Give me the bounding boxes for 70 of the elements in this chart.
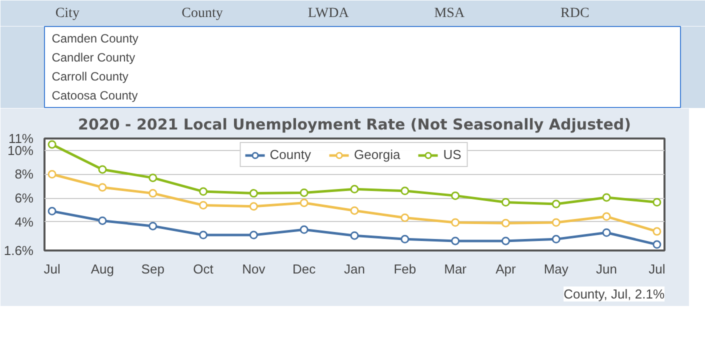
x-tick-label: Aug (90, 262, 114, 276)
point (98, 216, 107, 225)
point (451, 236, 460, 246)
point (199, 200, 208, 210)
point (350, 184, 359, 194)
point (501, 236, 510, 246)
text: Camden County (52, 32, 138, 46)
point (552, 200, 560, 208)
legend-label: US (443, 147, 462, 162)
point (602, 212, 611, 221)
point (199, 187, 208, 196)
y-tick-label: 4% (14, 214, 34, 230)
point (48, 140, 56, 149)
x-tick-label: Nov (242, 262, 266, 276)
point (249, 230, 258, 240)
point (552, 234, 560, 244)
point (451, 218, 460, 227)
point (652, 198, 662, 206)
point (652, 240, 662, 249)
x-tick-label: Sep (141, 262, 164, 276)
point (249, 202, 258, 211)
y-tick-label: 1.6% (4, 243, 34, 258)
x-tick-label: Jun (596, 262, 618, 276)
point (300, 198, 308, 208)
x-tick-label: Jul (648, 262, 666, 276)
y-tick-label: 6% (14, 190, 34, 206)
point (400, 213, 410, 222)
point (400, 186, 410, 196)
point (350, 206, 359, 215)
point (48, 170, 56, 178)
legend-label: County (270, 147, 311, 162)
point (98, 165, 107, 174)
x-tick-label: Oct (193, 262, 214, 276)
point (501, 218, 510, 228)
x-tick-label: Jan (344, 262, 365, 276)
y-tick-label: 8% (14, 166, 34, 182)
text: LWDA (308, 6, 350, 21)
point (652, 227, 662, 236)
x-tick-label: Mar (444, 262, 468, 276)
point (451, 191, 460, 200)
point (350, 231, 359, 240)
x-tick-label: Feb (394, 262, 416, 276)
x-tick-label: Dec (292, 262, 316, 276)
point (148, 222, 158, 230)
x-tick-label: Jul (44, 262, 60, 276)
text: MSA (434, 6, 466, 21)
legend-label: Georgia (354, 147, 400, 162)
point (199, 230, 208, 240)
text: RDC (560, 6, 590, 21)
text: County (182, 6, 223, 21)
text: City (55, 6, 80, 21)
text: County, Jul, 2.1% (564, 286, 665, 302)
text: Catoosa County (52, 88, 138, 102)
text: Candler County (52, 50, 136, 64)
x-tick-label: Apr (496, 262, 517, 276)
point (300, 225, 308, 234)
chart-title: 2020 - 2021 Local Unemployment Rate (Not Seasonally Adjusted) (78, 116, 631, 134)
point (148, 189, 158, 198)
point (98, 183, 107, 192)
point (249, 189, 258, 198)
point (602, 228, 611, 237)
point (602, 193, 611, 202)
point (400, 234, 410, 244)
point (501, 198, 510, 206)
point (48, 206, 56, 216)
point (552, 218, 560, 227)
point (300, 188, 308, 197)
text: Carroll County (52, 70, 128, 84)
point (148, 174, 158, 182)
x-tick-label: May (544, 262, 569, 276)
